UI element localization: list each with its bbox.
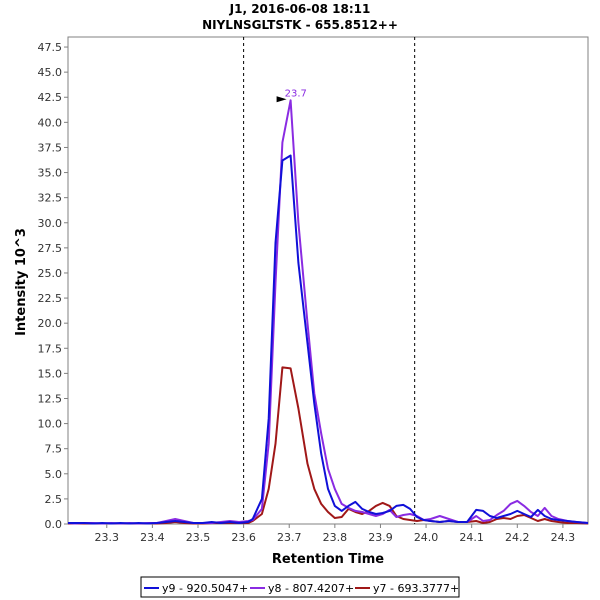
- chart-subtitle: NIYLNSGLTSTK - 655.8512++: [202, 18, 398, 32]
- peak-arrow-icon: [276, 96, 287, 103]
- y-tick-label: 10.0: [38, 418, 63, 431]
- legend-label: y8 - 807.4207+: [268, 582, 354, 595]
- peak-annotation: 23.7: [276, 88, 307, 103]
- x-tick-label: 24.2: [505, 531, 530, 544]
- y-tick-label: 37.5: [38, 141, 63, 154]
- plot-area: [67, 36, 589, 525]
- x-tick-label: 23.8: [323, 531, 348, 544]
- y-tick-label: 27.5: [38, 242, 63, 255]
- y-tick-label: 20.0: [38, 317, 63, 330]
- y-tick-label: 32.5: [38, 192, 63, 205]
- x-tick-label: 23.9: [368, 531, 393, 544]
- y-axis-label: Intensity 10^3: [14, 228, 29, 336]
- y-tick-label: 17.5: [38, 342, 63, 355]
- x-tick-label: 24.1: [459, 531, 484, 544]
- y-tick-label: 5.0: [45, 468, 63, 481]
- legend-box: [140, 576, 460, 598]
- y-tick-label: 42.5: [38, 91, 63, 104]
- y-tick-label: 47.5: [38, 41, 63, 54]
- peak-label: 23.7: [285, 88, 307, 99]
- y-tick-label: 40.0: [38, 116, 63, 129]
- x-tick-label: 23.5: [186, 531, 211, 544]
- x-tick-label: 24.3: [551, 531, 576, 544]
- x-tick-label: 23.6: [231, 531, 256, 544]
- y-tick-label: 12.5: [38, 392, 63, 405]
- x-axis-label: Retention Time: [272, 552, 384, 567]
- x-tick-label: 23.4: [140, 531, 165, 544]
- legend-label: y9 - 920.5047+: [162, 582, 248, 595]
- y-tick-label: 2.5: [45, 493, 63, 506]
- series-line: [68, 154, 589, 525]
- y-tick-label: 0.0: [45, 518, 63, 531]
- x-tick-label: 23.3: [95, 531, 120, 544]
- x-tick-label: 24.0: [414, 531, 439, 544]
- chart-title: J1, 2016-06-08 18:11: [229, 2, 371, 16]
- legend-label: y7 - 693.3777+: [373, 582, 459, 595]
- x-tick-label: 23.7: [277, 531, 302, 544]
- y-tick-label: 22.5: [38, 292, 63, 305]
- y-tick-label: 15.0: [38, 367, 63, 380]
- legend: y9 - 920.5047+ y8 - 807.4207+ y7 - 693.377…: [140, 576, 460, 598]
- y-tick-label: 7.5: [45, 443, 63, 456]
- y-tick-label: 25.0: [38, 267, 63, 280]
- y-tick-label: 45.0: [38, 66, 63, 79]
- series-layer: [67, 99, 589, 525]
- x-axis: 23.3 23.4 23.5 23.6 23.7 23.8 23.9 24.0 24.1 24.2…: [95, 524, 576, 544]
- y-tick-label: 35.0: [38, 167, 63, 180]
- y-tick-label: 30.0: [38, 217, 63, 230]
- y-axis: 0.0 2.5 5.0 7.5 10.0 12.5 15.0 17.5 20.0 22.5 25.0…: [38, 41, 68, 531]
